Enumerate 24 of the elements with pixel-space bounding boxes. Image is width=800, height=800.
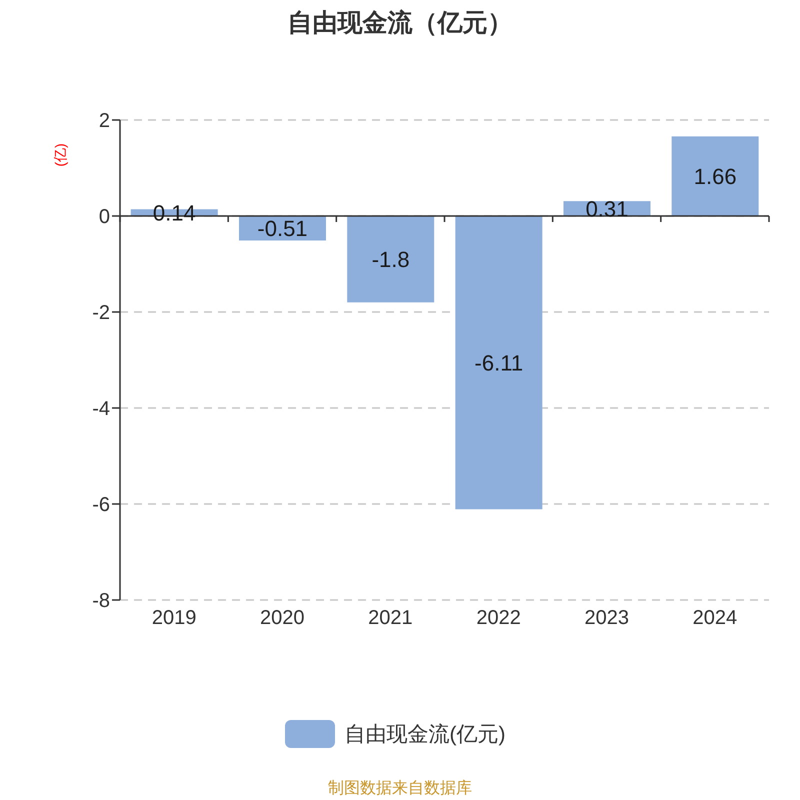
y-tick-label: 0 [98,206,110,228]
data-label: -0.51 [257,216,308,242]
data-label: 0.31 [586,196,628,222]
bar [672,136,759,216]
y-tick-label: -2 [92,302,110,324]
data-label: -6.11 [474,350,524,376]
legend-label: 自由现金流(亿元) [344,722,506,748]
x-tick-label: 2023 [584,607,629,629]
bar [455,216,542,510]
y-tick-label: -8 [92,590,110,612]
y-tick-label: -4 [92,398,110,420]
bar [347,216,434,302]
data-label: 1.66 [694,164,737,189]
x-tick-label: 2022 [476,607,521,629]
x-tick-label: 2021 [368,607,413,629]
x-tick-label: 2019 [152,607,196,629]
x-tick-label: 2020 [260,607,304,629]
y-tick-label: -6 [92,494,110,516]
y-axis-title: (亿) [52,143,68,167]
data-label: -1.8 [372,247,410,272]
chart-title: 自由现金流（亿元） [286,8,514,39]
x-tick-label: 2024 [692,607,738,629]
text: 制图数据来自数据库 [327,778,473,799]
y-tick-label: 2 [98,110,110,132]
